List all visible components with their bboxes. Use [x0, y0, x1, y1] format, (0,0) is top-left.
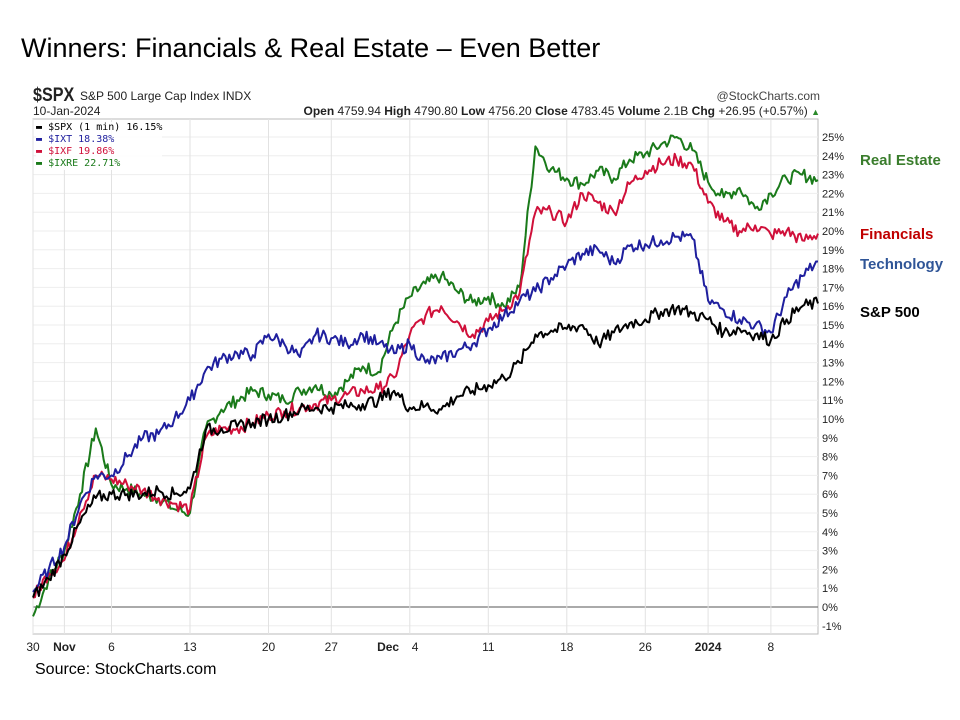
chart-symbol: $SPX	[33, 85, 75, 106]
y-tick-label: 16%	[822, 301, 844, 313]
legend-item-ixf: ▬ $IXF 19.86%	[36, 146, 115, 157]
y-tick-label: 9%	[822, 433, 838, 445]
low-value: 4756.20	[488, 104, 532, 118]
plot-area	[32, 118, 819, 635]
legend-swatch: ▬	[36, 134, 43, 145]
y-tick-label: 17%	[822, 282, 844, 294]
x-tick-label: 6	[108, 640, 115, 654]
y-tick-label: 2%	[822, 564, 838, 576]
legend-item-spx: ▬ $SPX (1 min) 16.15%	[36, 122, 163, 133]
label-real-estate: Real Estate	[860, 152, 941, 169]
y-tick-label: 24%	[822, 151, 844, 163]
y-tick-label: 3%	[822, 546, 838, 558]
close-label: Close	[535, 104, 568, 118]
y-tick-label: 21%	[822, 207, 844, 219]
chart-legend: ▬ $SPX (1 min) 16.15% ▬ $IXT 18.38% ▬ $I…	[36, 122, 163, 170]
y-tick-label: 14%	[822, 339, 844, 351]
y-tick-label: 13%	[822, 358, 844, 370]
x-tick-label: 11	[482, 640, 495, 654]
label-sp500: S&P 500	[860, 304, 920, 321]
legend-item-ixt: ▬ $IXT 18.38%	[36, 134, 115, 145]
y-tick-label: 18%	[822, 264, 844, 276]
volume-label: Volume	[617, 104, 661, 118]
x-tick-label: 30	[26, 640, 40, 654]
y-tick-label: 20%	[822, 226, 844, 238]
high-value: 4790.80	[414, 104, 458, 118]
x-tick-label: 27	[325, 640, 339, 654]
x-tick-label: 4	[412, 640, 419, 654]
x-tick-label: 13	[183, 640, 197, 654]
y-tick-label: 0%	[822, 602, 838, 614]
low-label: Low	[460, 104, 485, 118]
y-tick-label: 1%	[822, 583, 838, 595]
triangle-up-icon: ▲	[811, 107, 820, 117]
slide-title: Winners: Financials & Real Estate – Even…	[21, 33, 601, 63]
stockcharts-brand: @StockCharts.com	[716, 89, 820, 103]
source-note: Source: StockCharts.com	[35, 661, 217, 678]
y-tick-label: 4%	[822, 527, 838, 539]
y-tick-label: 5%	[822, 508, 838, 520]
y-tick-label: 19%	[822, 245, 844, 257]
x-tick-label: 26	[639, 640, 653, 654]
chg-label: Chg	[691, 104, 715, 118]
ohlc-readout: Open 4759.94 High 4790.80 Low 4756.20 Cl…	[303, 104, 820, 118]
chart-date: 10-Jan-2024	[33, 104, 101, 118]
chart-index-name: S&P 500 Large Cap Index INDX	[80, 89, 252, 103]
series-line-ixt	[32, 230, 818, 593]
high-label: High	[384, 104, 411, 118]
open-label: Open	[303, 104, 335, 118]
legend-item-ixre: ▬ $IXRE 22.71%	[36, 158, 121, 169]
legend-swatch: ▬	[36, 158, 43, 169]
label-financials: Financials	[860, 226, 934, 243]
x-tick-label: Dec	[377, 640, 399, 654]
x-tick-label: 8	[768, 640, 775, 654]
y-tick-label: -1%	[822, 621, 842, 633]
y-tick-label: 25%	[822, 132, 844, 144]
y-tick-label: 23%	[822, 170, 844, 182]
y-tick-label: 6%	[822, 489, 838, 501]
x-tick-label: Nov	[53, 640, 76, 654]
chg-value: +26.95 (+0.57%)	[718, 104, 808, 118]
y-tick-label: 8%	[822, 452, 838, 464]
x-tick-label: 2024	[695, 640, 722, 654]
y-tick-label: 22%	[822, 188, 844, 200]
x-tick-label: 20	[262, 640, 276, 654]
y-tick-label: 15%	[822, 320, 844, 332]
legend-swatch: ▬	[36, 146, 43, 157]
label-technology: Technology	[860, 256, 944, 273]
series-line-spx	[32, 296, 819, 598]
open-value: 4759.94	[337, 104, 381, 118]
y-tick-label: 12%	[822, 376, 844, 388]
x-tick-label: 18	[560, 640, 574, 654]
y-tick-label: 10%	[822, 414, 844, 426]
series-line-ixre	[32, 134, 819, 617]
y-tick-label: 11%	[822, 395, 843, 407]
legend-swatch: ▬	[36, 122, 43, 133]
close-value: 4783.45	[571, 104, 615, 118]
y-tick-label: 7%	[822, 470, 838, 482]
volume-value: 2.1B	[663, 104, 689, 118]
